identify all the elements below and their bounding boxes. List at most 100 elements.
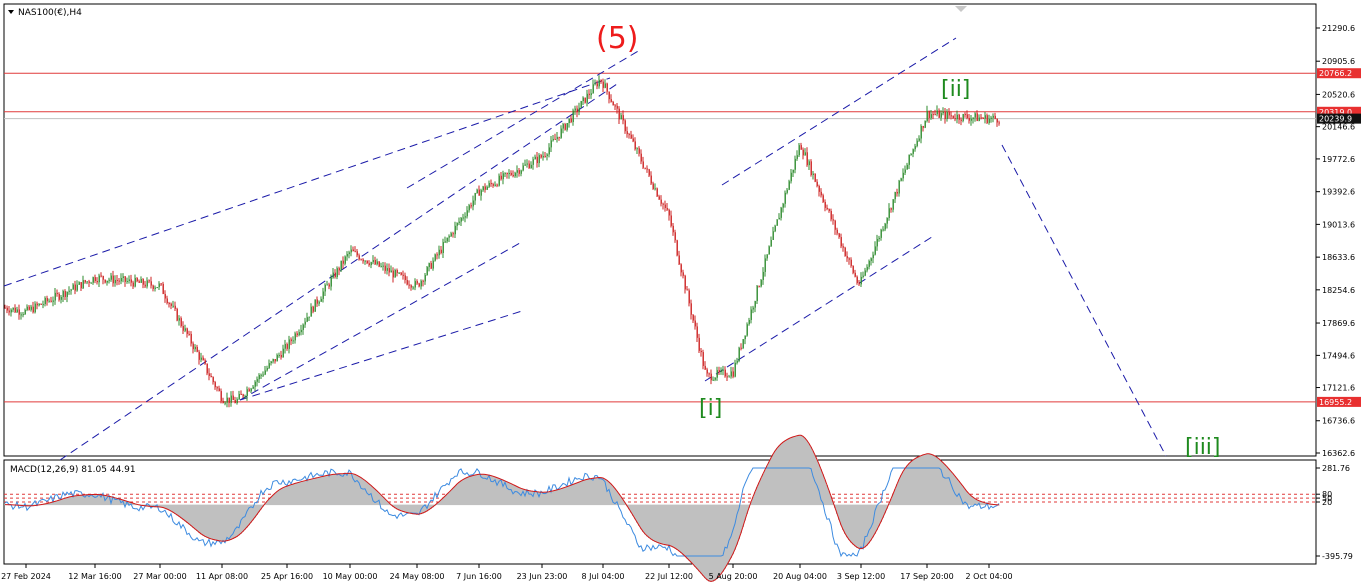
macd-histogram-bar (164, 504, 166, 509)
candle-body (286, 344, 288, 349)
trend-line (59, 81, 621, 461)
candle-body (508, 172, 510, 175)
macd-histogram-bar (810, 446, 812, 506)
macd-histogram-bar (248, 504, 250, 526)
candle-body (428, 263, 430, 268)
candle-body (62, 291, 64, 297)
macd-histogram-bar (616, 491, 618, 506)
candle-body (78, 282, 80, 285)
candle-body (830, 211, 832, 220)
candle-body (648, 169, 650, 176)
macd-histogram-bar (200, 504, 202, 535)
macd-histogram-bar (920, 455, 922, 506)
candle-body (606, 83, 608, 92)
candle-body (248, 389, 250, 392)
candle-body (296, 333, 298, 336)
macd-histogram-bar (644, 504, 646, 535)
macd-histogram-bar (362, 478, 364, 506)
macd-histogram-bar (204, 504, 206, 537)
macd-histogram-bar (478, 474, 480, 506)
candle-body (186, 328, 188, 334)
candle-body (864, 270, 866, 276)
macd-histogram-bar (564, 487, 566, 506)
candle-body (474, 193, 476, 201)
macd-histogram-bar (604, 478, 606, 506)
macd-histogram-bar (982, 502, 984, 506)
candle-body (276, 354, 278, 362)
time-tick-label: 27 Mar 00:00 (133, 572, 186, 581)
candle-body (584, 97, 586, 103)
candle-body (558, 136, 560, 138)
candle-body (206, 363, 208, 374)
candle-body (128, 279, 130, 282)
macd-histogram-bar (698, 504, 700, 572)
macd-histogram-bar (272, 495, 274, 506)
macd-histogram-bar (702, 504, 704, 576)
macd-histogram-bar (408, 504, 410, 514)
candle-body (588, 93, 590, 96)
scroll-marker-icon[interactable] (955, 6, 967, 12)
candle-body (66, 291, 68, 297)
candle-body (64, 291, 66, 297)
candle-body (732, 371, 734, 377)
macd-histogram-bar (594, 477, 596, 506)
price-tick-label: 21290.6 (1322, 24, 1355, 33)
candle-body (464, 216, 466, 218)
macd-histogram-bar (300, 481, 302, 506)
candle-body (86, 281, 88, 283)
candle-body (426, 267, 428, 276)
time-tick-label: 11 Apr 08:00 (196, 572, 248, 581)
macd-histogram-bar (756, 487, 758, 506)
candle-body (222, 400, 224, 403)
candle-body (562, 124, 564, 129)
macd-histogram-bar (528, 490, 530, 506)
candle-body (774, 225, 776, 232)
macd-tick-label: 20 (1322, 498, 1332, 507)
macd-histogram-bar (950, 471, 952, 506)
candle-body (510, 172, 512, 175)
candle-body (946, 112, 948, 119)
macd-histogram-bar (550, 491, 552, 506)
candle-body (906, 164, 908, 170)
candle-body (210, 375, 212, 378)
symbol-dropdown-icon[interactable] (8, 10, 14, 14)
candle-body (366, 260, 368, 264)
candle-body (22, 314, 24, 316)
macd-histogram-bar (884, 504, 886, 514)
candle-body (810, 161, 812, 175)
macd-histogram-bar (288, 485, 290, 506)
candle-body (436, 254, 438, 256)
candle-body (656, 188, 658, 197)
candle-body (164, 293, 166, 299)
macd-histogram-bar (556, 489, 558, 506)
macd-histogram-bar (470, 476, 472, 506)
time-tick-label: 12 Mar 16:00 (68, 572, 121, 581)
macd-histogram-bar (532, 491, 534, 506)
candle-body (942, 111, 944, 114)
macd-histogram-bar (492, 476, 494, 506)
candle-body (626, 131, 628, 135)
macd-histogram-bar (386, 500, 388, 506)
candle-body (618, 108, 620, 120)
candle-body (710, 373, 712, 381)
macd-histogram-bar (544, 492, 546, 506)
candle-body (200, 357, 202, 360)
macd-histogram-bar (768, 461, 770, 506)
macd-histogram-bar (628, 504, 630, 510)
macd-histogram-bar (650, 504, 652, 540)
candle-body (836, 229, 838, 234)
candle-body (84, 280, 86, 283)
candle-body (370, 262, 372, 266)
macd-histogram-bar (188, 504, 190, 525)
macd-histogram-bar (430, 504, 432, 509)
macd-histogram-bar (226, 504, 228, 542)
price-pane[interactable] (3, 3, 1317, 457)
macd-histogram-bar (230, 504, 232, 540)
candle-body (368, 263, 370, 266)
candle-body (194, 346, 196, 350)
candle-body (664, 204, 666, 208)
macd-histogram-bar (820, 469, 822, 506)
macd-histogram-bar (462, 479, 464, 506)
macd-histogram-bar (50, 502, 52, 506)
